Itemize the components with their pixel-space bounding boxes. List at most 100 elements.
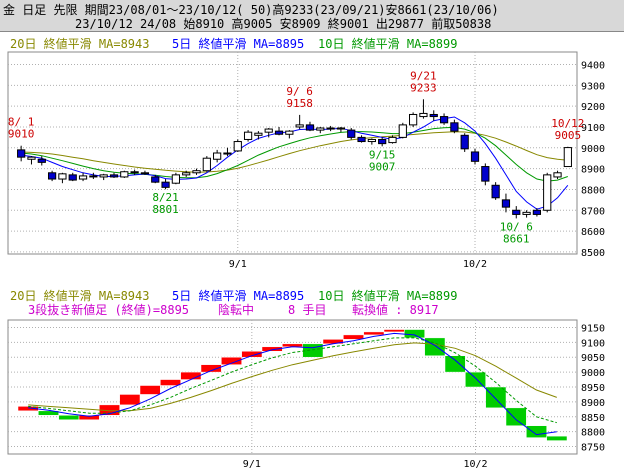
candle-down <box>17 149 26 158</box>
annotation-price: 9010 <box>8 128 35 141</box>
y-tick-label: 9000 <box>581 144 605 155</box>
candle-down <box>47 172 57 180</box>
y-tick-label: 9100 <box>581 123 605 134</box>
candle-down <box>151 176 160 183</box>
annotation-date: 8/21 <box>152 191 179 204</box>
legend-bottom: 20日 終値平滑 MA=8943 5日 終値平滑 MA=8895 10日 終値平滑 … <box>10 288 457 303</box>
candle-down <box>491 184 500 199</box>
annotation-date: 10/12 <box>551 117 584 130</box>
brick-down <box>444 355 466 373</box>
candle-up <box>202 157 211 172</box>
candle-down <box>481 166 490 182</box>
brick-up <box>180 371 202 380</box>
annotation-price: 9007 <box>369 160 396 173</box>
legend-entry: 10日 終値平滑 MA=8899 <box>318 288 457 303</box>
x-tick-label: 9/1 <box>243 459 261 470</box>
candle-down <box>439 116 449 124</box>
candle-up <box>419 112 428 118</box>
three-line-status: 陰転中 <box>218 302 254 317</box>
candle-up <box>367 138 376 143</box>
annotation-date: 10/ 6 <box>500 220 533 233</box>
candle-down <box>378 138 387 145</box>
brick-down <box>485 386 507 409</box>
candle-up <box>543 174 552 211</box>
brick-down <box>526 425 547 438</box>
y-tick-label: 8900 <box>581 165 605 176</box>
annotation-price: 9158 <box>286 97 313 110</box>
brick-down <box>546 435 568 441</box>
candle-up <box>243 131 253 140</box>
candle-up <box>254 132 263 136</box>
x-tick-label: 10/2 <box>463 459 487 470</box>
candle-x-axis: 9/1 10/2 <box>229 259 487 270</box>
y-tick-label: 9050 <box>581 353 605 364</box>
three-line-bricks <box>17 329 568 441</box>
y-tick-label: 9100 <box>581 338 605 349</box>
y-tick-label: 8500 <box>581 248 605 259</box>
candle-up <box>388 136 397 144</box>
brick-down <box>404 329 425 339</box>
y-tick-label: 8750 <box>581 443 605 454</box>
candle-up <box>192 170 201 174</box>
candle-up <box>182 172 191 176</box>
brick-up <box>200 364 222 373</box>
ma5-line <box>21 116 569 210</box>
candle-plot-frame <box>7 51 578 255</box>
candle-y-axis: 8500 8600 8700 8800 8900 9000 9100 9200 9300 9400 <box>581 60 605 258</box>
y-tick-label: 9000 <box>581 368 605 379</box>
y-tick-label: 8800 <box>581 185 605 196</box>
header-ohlc-line: 23/10/12 24/08 始8910 高9005 安8909 終9001 出… <box>75 17 492 31</box>
y-tick-label: 8700 <box>581 206 605 217</box>
candle-down <box>130 171 139 174</box>
three-line-x-axis: 9/1 10/2 <box>243 459 488 470</box>
brick-up <box>160 379 181 386</box>
candle-up <box>316 127 325 131</box>
candle-up <box>409 113 418 126</box>
y-tick-label: 8900 <box>581 398 605 409</box>
three-line-reversal: 転換値 : 8917 <box>352 302 439 317</box>
brick-down <box>505 407 527 426</box>
annotation-date: 9/21 <box>410 69 437 82</box>
candle-up <box>78 175 88 180</box>
brick-up <box>78 415 100 421</box>
candle-down <box>68 174 77 181</box>
three-line-y-axis: 8750 8800 8850 8900 8950 9000 9050 9100 9150 <box>581 323 605 453</box>
brick-up <box>383 329 405 333</box>
brick-up <box>221 356 242 365</box>
candle-down <box>109 174 119 178</box>
candle-down <box>140 172 150 175</box>
legend-entry: 10日 終値平滑 MA=8899 <box>318 36 457 51</box>
candle-down <box>470 151 480 162</box>
legend-entry: 5日 終値平滑 MA=8895 <box>172 36 304 51</box>
candle-up <box>398 124 407 138</box>
candle-down <box>223 152 232 155</box>
candle-up <box>336 127 346 130</box>
candle-down <box>326 127 335 130</box>
candle-up <box>171 174 180 184</box>
candle-down <box>429 113 438 118</box>
y-tick-label: 8600 <box>581 227 605 238</box>
y-tick-label: 9300 <box>581 81 605 92</box>
annotation-date: 9/15 <box>369 148 396 161</box>
candle-down <box>532 209 542 215</box>
y-tick-label: 9400 <box>581 60 605 71</box>
annotation-date: 9/ 6 <box>286 85 313 98</box>
three-line-count: 8 手目 <box>288 303 326 317</box>
candle-down <box>501 199 511 208</box>
y-tick-label: 8950 <box>581 383 605 394</box>
candle-down <box>512 209 521 215</box>
brick-down <box>38 410 59 416</box>
header-period-line: 金 日足 先限 期間23/08/01～23/10/12( 50)高9233(23… <box>3 3 499 17</box>
candle-down <box>460 134 469 150</box>
candle-down <box>37 158 46 163</box>
legend-entry: 20日 終値平滑 MA=8943 <box>10 288 149 303</box>
candle-up <box>295 124 304 128</box>
candlesticks <box>17 99 572 219</box>
annotation-price: 9005 <box>555 129 582 142</box>
candle-up <box>99 174 108 178</box>
candle-up <box>120 171 129 178</box>
candle-up <box>563 147 572 168</box>
annotation-price: 8801 <box>152 203 179 216</box>
chart-header: 金 日足 先限 期間23/08/01～23/10/12( 50)高9233(23… <box>0 0 624 32</box>
